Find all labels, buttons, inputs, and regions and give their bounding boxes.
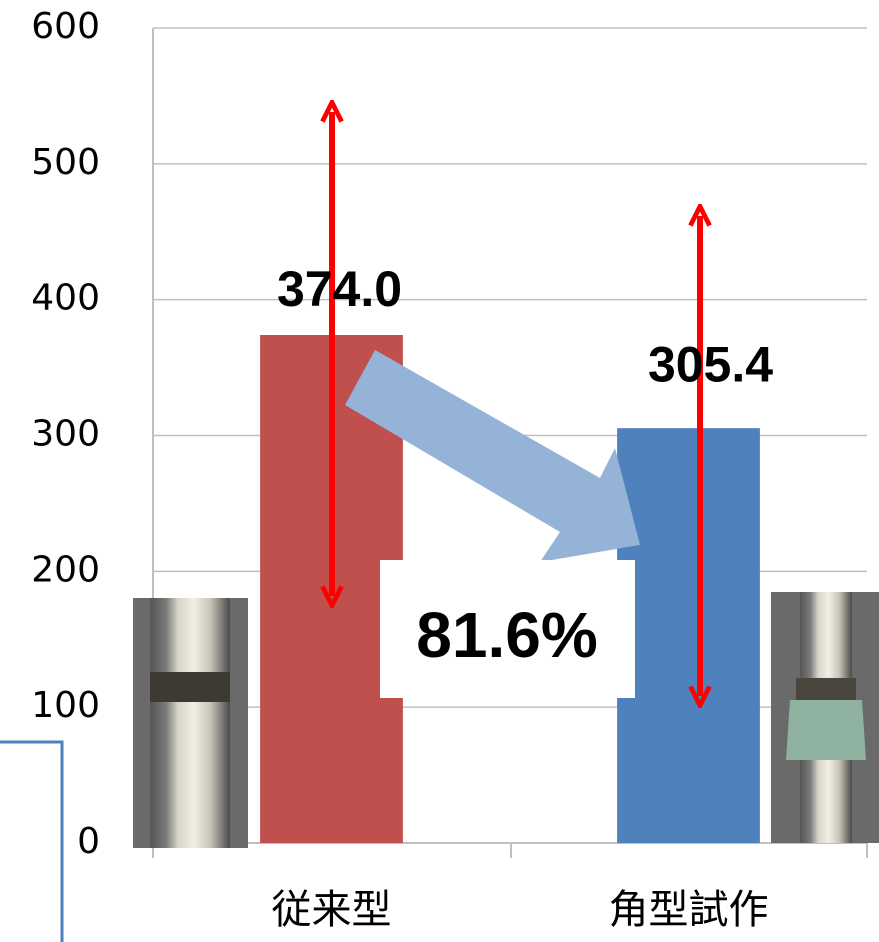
y-tick-label: 500 [31, 142, 100, 183]
y-tick-label: 100 [31, 685, 100, 726]
annotation: 81.6% [416, 599, 597, 671]
frame-line [0, 740, 64, 942]
labels: 0 100 200 300 400 500 600 従来型 374.0 角型試作 305.4 [31, 6, 773, 933]
value-label: 305.4 [648, 336, 773, 392]
trend-arrow [345, 350, 640, 562]
x-tick-label: 角型試作 [609, 887, 769, 933]
x-tick-label: 従来型 [272, 887, 392, 933]
y-tick-label: 600 [31, 6, 100, 47]
photo-left [133, 598, 248, 848]
y-tick-label: 200 [31, 549, 100, 590]
y-tick-label: 0 [77, 821, 100, 862]
annotation-box [380, 560, 635, 698]
bar [617, 428, 760, 843]
y-tick-label: 400 [31, 278, 100, 319]
photo-right [771, 592, 879, 843]
value-label: 374.0 [277, 261, 402, 317]
y-tick-label: 300 [31, 414, 100, 455]
